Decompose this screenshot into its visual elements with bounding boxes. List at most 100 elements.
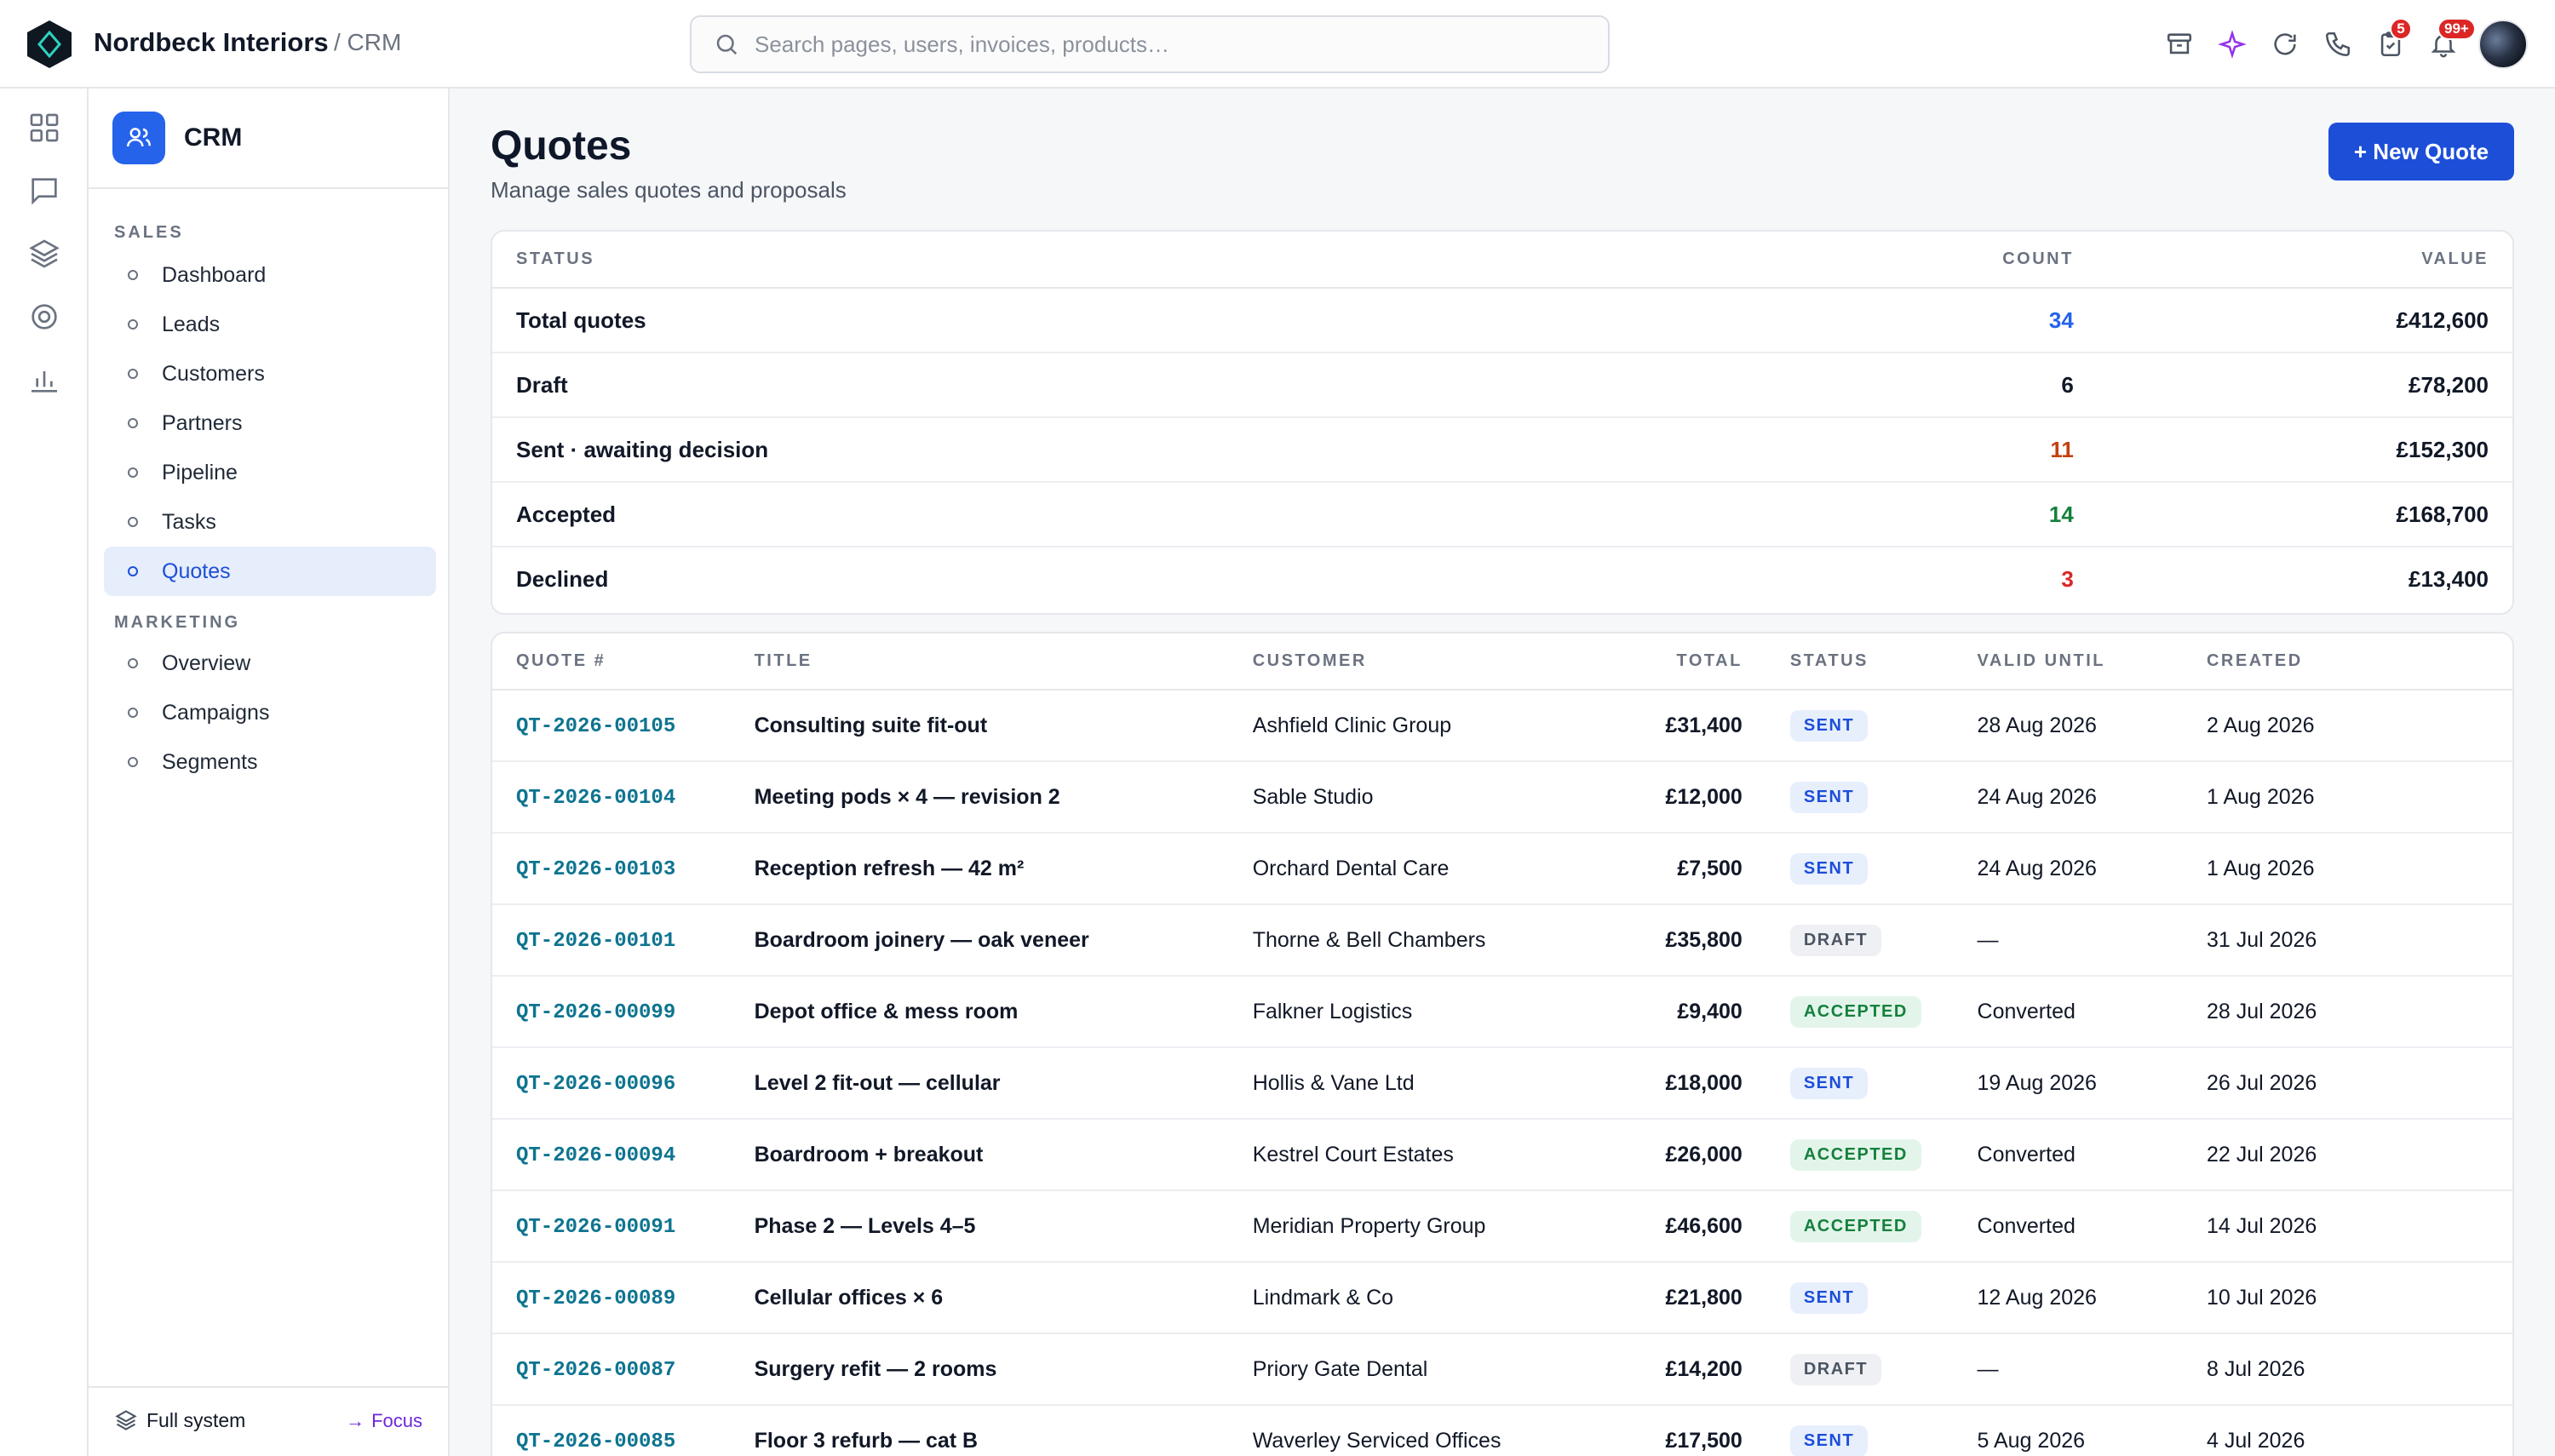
table-row[interactable]: QT-2026-00091 Phase 2 — Levels 4–5 Meridia… (492, 1190, 2512, 1263)
quote-number-link[interactable]: QT-2026-00104 (516, 787, 676, 810)
phone-icon[interactable] (2311, 18, 2364, 71)
bar-chart-icon[interactable] (27, 363, 61, 397)
clipboard-icon[interactable]: 5 (2364, 18, 2417, 71)
search-box[interactable] (690, 15, 1610, 73)
table-row[interactable]: QT-2026-00087 Surgery refit — 2 rooms Prio… (492, 1333, 2512, 1406)
status-badge: ACCEPTED (1789, 1138, 1921, 1171)
archive-icon[interactable] (2153, 18, 2206, 71)
sparkle-icon[interactable] (2206, 18, 2259, 71)
page-title: Quotes (491, 123, 632, 169)
bullet-icon (128, 369, 138, 379)
quote-created: 10 Jul 2026 (2206, 1262, 2512, 1334)
layers-icon (115, 1410, 137, 1430)
new-quote-button[interactable]: + New Quote (2328, 123, 2514, 181)
quote-number-link[interactable]: QT-2026-00089 (516, 1287, 676, 1310)
column-header-customer[interactable]: CUSTOMER (1252, 633, 1602, 691)
table-row[interactable]: QT-2026-00099 Depot office & mess room Fal… (492, 976, 2512, 1048)
summary-header-row: STATUS COUNT VALUE (492, 232, 2512, 289)
table-row[interactable]: QT-2026-00103 Reception refresh — 42 m² Or… (492, 833, 2512, 905)
sidebar-item-tasks[interactable]: Tasks (104, 497, 436, 547)
sidebar-item-customers[interactable]: Customers (104, 349, 436, 398)
quote-number-link[interactable]: QT-2026-00105 (516, 715, 676, 738)
quote-number-link[interactable]: QT-2026-00099 (516, 1001, 676, 1024)
quote-number-link[interactable]: QT-2026-00096 (516, 1073, 676, 1096)
quote-valid-until: Converted (1977, 1119, 2207, 1191)
summary-status: Sent · awaiting decision (492, 417, 1904, 483)
focus-link[interactable]: → Focus (346, 1410, 422, 1432)
focus-label: Focus (371, 1410, 422, 1431)
column-header-status[interactable]: STATUS (1742, 633, 1978, 691)
quote-number-link[interactable]: QT-2026-00094 (516, 1144, 676, 1167)
table-row[interactable]: QT-2026-00104 Meeting pods × 4 — revision… (492, 761, 2512, 834)
quote-customer: Falkner Logistics (1252, 976, 1602, 1048)
bullet-icon (128, 658, 138, 668)
quotes-header-row: QUOTE # TITLE CUSTOMER TOTAL STATUS VALI… (492, 633, 2512, 691)
refresh-icon[interactable] (2259, 18, 2311, 71)
bullet-icon (128, 319, 138, 330)
summary-count: 6 (1903, 353, 2074, 418)
sidebar-item-label: Quotes (162, 559, 231, 583)
quote-total: £12,000 (1601, 761, 1743, 834)
column-header-created[interactable]: CREATED (2206, 633, 2512, 691)
quote-customer: Ashfield Clinic Group (1252, 690, 1602, 762)
quote-valid-until: 24 Aug 2026 (1977, 833, 2207, 905)
table-row[interactable]: QT-2026-00096 Level 2 fit-out — cellular H… (492, 1047, 2512, 1120)
full-system-link[interactable]: Full system (114, 1408, 245, 1432)
quote-number-link[interactable]: QT-2026-00087 (516, 1359, 676, 1382)
chat-icon[interactable] (27, 174, 61, 208)
table-row[interactable]: QT-2026-00105 Consulting suite fit-out Ash… (492, 690, 2512, 762)
quote-total: £35,800 (1601, 904, 1743, 977)
quote-customer: Thorne & Bell Chambers (1252, 904, 1602, 977)
quote-valid-until: 5 Aug 2026 (1977, 1405, 2207, 1456)
sidebar-item-partners[interactable]: Partners (104, 398, 436, 448)
quote-title: Reception refresh — 42 m² (754, 833, 1253, 905)
target-icon[interactable] (27, 300, 61, 334)
brand-name[interactable]: Nordbeck Interiors (94, 27, 329, 57)
quote-number-link[interactable]: QT-2026-00091 (516, 1216, 676, 1239)
grid-icon[interactable] (27, 111, 61, 145)
sidebar-item-quotes[interactable]: Quotes (104, 547, 436, 596)
column-header-valid-until[interactable]: VALID UNTIL (1977, 633, 2207, 691)
app-name: CRM (184, 123, 243, 152)
clipboard-badge: 5 (2390, 18, 2412, 40)
quote-title: Consulting suite fit-out (754, 690, 1253, 762)
quote-title: Cellular offices × 6 (754, 1262, 1253, 1334)
search-input[interactable] (755, 31, 1521, 58)
table-row[interactable]: QT-2026-00085 Floor 3 refurb — cat B Waver… (492, 1405, 2512, 1456)
quote-customer: Hollis & Vane Ltd (1252, 1047, 1602, 1120)
quote-valid-until: 24 Aug 2026 (1977, 761, 2207, 834)
quote-valid-until: — (1977, 1333, 2207, 1406)
quote-number-link[interactable]: QT-2026-00103 (516, 858, 676, 881)
column-header-quote-number[interactable]: QUOTE # (492, 633, 755, 691)
top-actions: 5 99+ (2153, 15, 2528, 73)
bell-icon[interactable]: 99+ (2417, 18, 2476, 71)
main-content: Quotes Manage sales quotes and proposals… (450, 89, 2555, 1456)
bullet-icon (128, 566, 138, 576)
quote-total: £31,400 (1601, 690, 1743, 762)
sidebar-item-leads[interactable]: Leads (104, 300, 436, 349)
sidebar-item-label: Leads (162, 312, 221, 336)
column-header-title[interactable]: TITLE (754, 633, 1253, 691)
quote-number-link[interactable]: QT-2026-00085 (516, 1430, 676, 1453)
status-badge: DRAFT (1789, 1353, 1882, 1385)
layers-icon[interactable] (27, 237, 61, 271)
brand-logo-icon[interactable] (26, 19, 73, 70)
quote-customer: Waverley Serviced Offices (1252, 1405, 1602, 1456)
quote-number-link[interactable]: QT-2026-00101 (516, 930, 676, 953)
sidebar-item-overview[interactable]: Overview (104, 639, 436, 688)
sidebar-item-segments[interactable]: Segments (104, 737, 436, 787)
status-badge: SENT (1789, 781, 1869, 813)
quote-created: 26 Jul 2026 (2206, 1047, 2512, 1120)
quote-valid-until: 12 Aug 2026 (1977, 1262, 2207, 1334)
column-header-total[interactable]: TOTAL (1601, 633, 1743, 691)
table-row[interactable]: QT-2026-00101 Boardroom joinery — oak ven… (492, 904, 2512, 977)
sidebar-item-pipeline[interactable]: Pipeline (104, 448, 436, 497)
user-avatar[interactable] (2478, 20, 2528, 69)
summary-count: 11 (1903, 417, 2074, 483)
sidebar-item-campaigns[interactable]: Campaigns (104, 688, 436, 737)
sidebar-item-dashboard[interactable]: Dashboard (104, 250, 436, 300)
quote-valid-until: Converted (1977, 1190, 2207, 1263)
table-row[interactable]: QT-2026-00089 Cellular offices × 6 Lindmar… (492, 1262, 2512, 1334)
table-row[interactable]: QT-2026-00094 Boardroom + breakout Kestrel… (492, 1119, 2512, 1191)
sidebar: CRM SALES Dashboard Leads Customers Part… (89, 89, 450, 1456)
